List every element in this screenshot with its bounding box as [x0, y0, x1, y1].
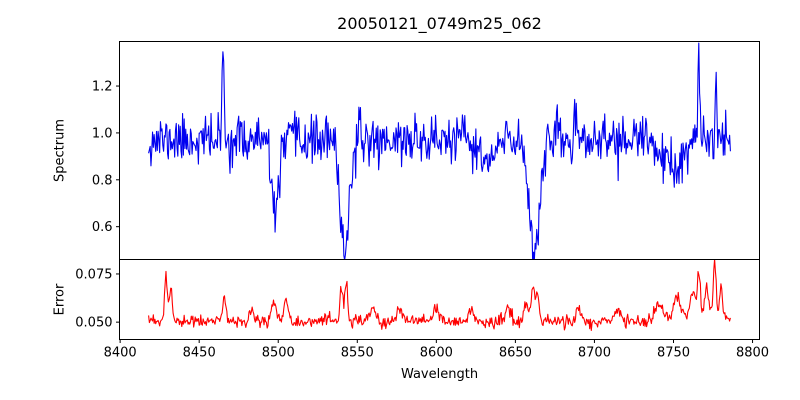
- x-tick-label: 8700: [578, 346, 611, 361]
- spectrum-y-axis-label: Spectrum: [53, 119, 68, 182]
- x-axis-label: Wavelength: [401, 367, 478, 382]
- x-tick-label: 8750: [657, 346, 690, 361]
- spectrum-y-tick-label: 1.2: [92, 80, 113, 95]
- x-tick-label: 8400: [104, 346, 137, 361]
- spectrum-y-tick-label: 1.0: [92, 126, 113, 141]
- spectrum-y-tick-label: 0.8: [92, 173, 113, 188]
- x-tick-label: 8800: [736, 346, 769, 361]
- error-y-axis-label: Error: [53, 283, 68, 315]
- x-tick-label: 8550: [341, 346, 374, 361]
- error-panel-border: [119, 259, 760, 340]
- x-tick-label: 8450: [183, 346, 216, 361]
- x-tick-label: 8500: [262, 346, 295, 361]
- error-y-tick-label: 0.075: [75, 267, 112, 282]
- x-tick-label: 8650: [499, 346, 532, 361]
- plot-layer: 0.6 0.8 1.0 1.2 0.050 0.075 8400 8450 8500 8550 86…: [75, 41, 769, 361]
- spectrum-y-tick-label: 0.6: [92, 220, 113, 235]
- error-y-tick-label: 0.050: [75, 316, 112, 331]
- x-tick-label: 8600: [420, 346, 453, 361]
- chart-title: 20050121_0749m25_062: [337, 14, 542, 34]
- spectrum-line: [148, 42, 731, 260]
- error-line: [148, 259, 731, 331]
